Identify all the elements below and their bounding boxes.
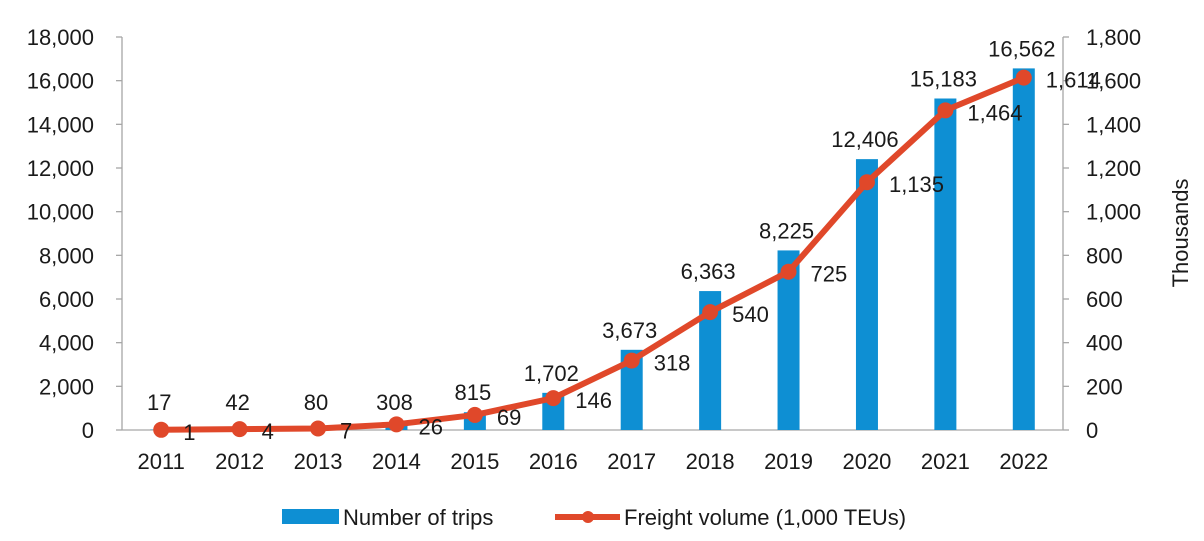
right-axis-tick-label: 800 — [1086, 243, 1123, 268]
line-data-label: 7 — [340, 418, 352, 443]
left-y-axis: 0 2,000 4,000 6,000 8,000 10,000 12,000 14,000 1… — [27, 25, 123, 443]
x-axis-tick-label: 2022 — [999, 449, 1048, 474]
bar — [620, 349, 643, 430]
right-axis-title: Thousands — [1168, 179, 1193, 288]
right-y-axis: 0 200 400 600 800 1,000 1,200 1,400 1,600 1,800 — [1062, 25, 1141, 443]
line-point — [858, 174, 875, 191]
bar-data-label: 17 — [147, 390, 171, 415]
line-data-label: 69 — [497, 405, 521, 430]
line-path — [158, 74, 1027, 433]
x-axis-tick-label: 2011 — [138, 449, 185, 474]
legend-swatch-bar — [282, 509, 339, 524]
left-axis-tick-label: 8,000 — [39, 243, 94, 268]
bar-data-label: 308 — [376, 390, 413, 415]
x-axis-tick-label: 2017 — [607, 449, 656, 474]
line-data-label: 1,464 — [967, 100, 1022, 125]
legend-swatch-marker — [582, 511, 594, 523]
bar-series-number-of-trips — [150, 68, 1035, 430]
line-point — [153, 421, 170, 438]
left-axis-tick-label: 4,000 — [39, 331, 94, 356]
line-data-label: 146 — [575, 388, 612, 413]
x-axis-tick-label: 2012 — [215, 449, 264, 474]
line-point — [310, 420, 327, 437]
left-axis-tick-label: 2,000 — [39, 374, 94, 399]
bar-data-label: 815 — [455, 380, 492, 405]
line-point — [466, 406, 483, 423]
left-axis-tick-label: 16,000 — [27, 69, 94, 94]
bar — [855, 159, 878, 430]
x-axis-tick-label: 2015 — [450, 449, 499, 474]
left-axis-tick-label: 10,000 — [27, 200, 94, 225]
x-axis-tick-label: 2018 — [686, 449, 735, 474]
legend: Number of trips Freight volume (1,000 TE… — [282, 505, 906, 530]
line-data-label: 540 — [732, 302, 769, 327]
bar-data-label: 1,702 — [524, 361, 579, 386]
bar — [777, 250, 800, 430]
bar-data-label: 12,406 — [831, 127, 898, 152]
left-axis-tick-label: 12,000 — [27, 156, 94, 181]
line-data-label: 26 — [418, 414, 442, 439]
legend-label-freight-volume: Freight volume (1,000 TEUs) — [624, 505, 906, 530]
line-point — [702, 304, 719, 321]
bar-data-label: 8,225 — [759, 218, 814, 243]
bar-data-label: 3,673 — [602, 318, 657, 343]
x-axis-tick-label: 2021 — [921, 449, 970, 474]
line-point — [388, 416, 405, 433]
right-axis-tick-label: 0 — [1086, 418, 1098, 443]
bar-data-label: 6,363 — [681, 259, 736, 284]
left-axis-tick-label: 18,000 — [27, 25, 94, 50]
x-axis-tick-label: 2020 — [842, 449, 891, 474]
right-axis-tick-label: 1,400 — [1086, 112, 1141, 137]
bar-data-label: 16,562 — [988, 36, 1055, 61]
right-axis-tick-label: 200 — [1086, 374, 1123, 399]
x-axis-tick-label: 2014 — [372, 449, 421, 474]
right-axis-tick-label: 1,600 — [1086, 69, 1141, 94]
bar-data-label: 80 — [304, 390, 328, 415]
line-data-label: 1,135 — [889, 172, 944, 197]
right-axis-tick-label: 400 — [1086, 331, 1123, 356]
x-axis-tick-label: 2016 — [529, 449, 578, 474]
legend-item-freight-volume[interactable]: Freight volume (1,000 TEUs) — [555, 505, 906, 530]
line-point — [623, 352, 640, 369]
data-labels: 17 42 80 308 8151,7023,6736,3638,22512,40615… — [147, 36, 1101, 444]
bar — [699, 291, 722, 430]
x-axis-tick-label: 2013 — [294, 449, 343, 474]
line-point — [1015, 69, 1032, 86]
bar — [1012, 68, 1035, 430]
right-axis-tick-label: 600 — [1086, 287, 1123, 312]
line-data-label: 4 — [262, 419, 274, 444]
right-axis-tick-label: 1,200 — [1086, 156, 1141, 181]
x-axis-tick-label: 2019 — [764, 449, 813, 474]
line-series-freight-volume — [153, 69, 1032, 438]
line-data-label: 318 — [654, 351, 691, 376]
legend-label-number-of-trips: Number of trips — [343, 505, 493, 530]
right-axis-tick-label: 1,000 — [1086, 200, 1141, 225]
line-point — [545, 390, 562, 407]
right-axis-tick-label: 1,800 — [1086, 25, 1141, 50]
line-data-label: 1 — [183, 420, 195, 445]
line-point — [937, 102, 954, 119]
x-axis: 2011 2012 2013 2014 2015 2016 2017 2018 2019 2020… — [122, 429, 1063, 474]
bar-data-label: 15,183 — [910, 67, 977, 92]
bar — [934, 98, 957, 430]
left-axis-tick-label: 0 — [82, 418, 94, 443]
left-axis-tick-label: 6,000 — [39, 287, 94, 312]
bar-data-label: 42 — [225, 390, 249, 415]
left-axis-tick-label: 14,000 — [27, 112, 94, 137]
line-point — [231, 421, 248, 438]
legend-item-number-of-trips[interactable]: Number of trips — [282, 505, 493, 530]
line-point — [780, 263, 797, 280]
line-data-label: 1,614 — [1046, 68, 1101, 93]
line-data-label: 725 — [811, 262, 848, 287]
